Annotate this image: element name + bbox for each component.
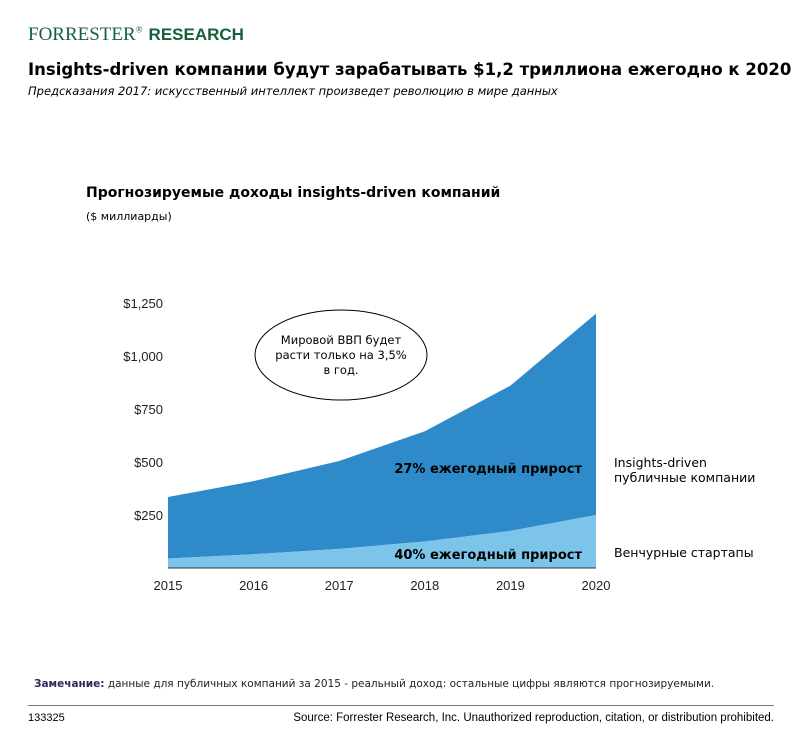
area-public-companies (168, 313, 596, 559)
x-tick-label: 2017 (325, 578, 354, 593)
y-tick-label: $500 (134, 455, 163, 470)
y-tick-label: $250 (134, 508, 163, 523)
source-credit: Source: Forrester Research, Inc. Unautho… (293, 712, 774, 724)
chart-areas (168, 313, 596, 568)
x-tick-label: 2016 (239, 578, 268, 593)
legend-venture-startups: Венчурные стартапы (614, 545, 754, 560)
x-tick-label: 2019 (496, 578, 525, 593)
chart-y-unit: ($ миллиарды) (86, 210, 172, 223)
x-tick-label: 2018 (410, 578, 439, 593)
gdp-callout-line-1: Мировой ВВП будет (281, 333, 402, 347)
y-tick-label: $750 (134, 402, 163, 417)
logo-brand: FORRESTER (28, 24, 136, 45)
gdp-callout-bubble (254, 309, 428, 401)
footnote: Замечание: данные для публичных компаний… (34, 678, 714, 690)
logo-registered-mark: ® (135, 24, 143, 35)
y-tick-label: $1,250 (123, 296, 163, 311)
footnote-label: Замечание: (34, 678, 105, 690)
y-tick-label: $1,000 (123, 349, 163, 364)
x-axis-ticks: 2015 2016 2017 2018 2019 2020 (154, 578, 611, 593)
x-tick-label: 2015 (154, 578, 183, 593)
forrester-logo: FORRESTER® RESEARCH (28, 24, 244, 46)
footnote-text: данные для публичных компаний за 2015 - … (104, 678, 715, 690)
gdp-callout-line-3: в год. (323, 363, 358, 377)
chart-title: Прогнозируемые доходы insights-driven ко… (86, 185, 501, 201)
logo-product: RESEARCH (148, 25, 244, 44)
page-subhead: Предсказания 2017: искусственный интелле… (28, 84, 558, 98)
legend-public-companies-line-1: Insights-driven (614, 455, 707, 470)
area-venture-startups (168, 515, 596, 568)
gdp-callout: Мировой ВВП будет расти только на 3,5% в… (254, 309, 428, 401)
growth-label-startups: 40% ежегодный прирост (394, 548, 582, 563)
legend-public-companies: Insights-driven публичные компании (614, 455, 755, 485)
growth-label-public: 27% ежегодный прирост (394, 462, 582, 477)
growth-annotations: 27% ежегодный прирост 40% ежегодный приро… (394, 462, 582, 563)
y-axis-ticks: $250 $500 $750 $1,000 $1,250 (123, 296, 163, 523)
x-tick-label: 2020 (582, 578, 611, 593)
footer-divider (28, 705, 774, 706)
document-id: 133325 (28, 712, 65, 724)
gdp-callout-line-2: расти только на 3,5% (275, 348, 407, 362)
legend-public-companies-line-2: публичные компании (614, 470, 756, 485)
page-headline: Insights-driven компании будут зарабатыв… (28, 60, 792, 79)
